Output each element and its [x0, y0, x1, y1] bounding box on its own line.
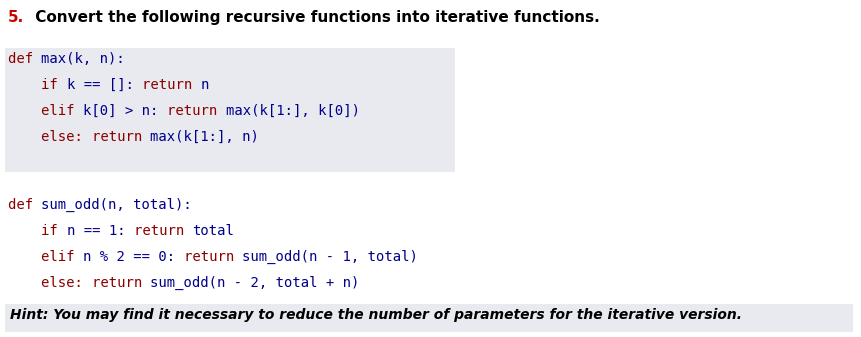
FancyBboxPatch shape: [5, 48, 455, 172]
Text: elif: elif: [41, 104, 84, 118]
Text: return: return: [92, 130, 151, 144]
Text: k[0] > n:: k[0] > n:: [84, 104, 167, 118]
Text: sum_odd(n, total):: sum_odd(n, total):: [41, 198, 192, 212]
Text: def: def: [8, 52, 41, 66]
Text: return: return: [92, 276, 151, 290]
Text: 5.: 5.: [8, 10, 24, 25]
Text: sum_odd(n - 1, total): sum_odd(n - 1, total): [243, 250, 418, 264]
Text: total: total: [192, 224, 234, 238]
FancyBboxPatch shape: [5, 304, 853, 332]
Text: else:: else:: [41, 276, 92, 290]
Text: Convert the following recursive functions into iterative functions.: Convert the following recursive function…: [30, 10, 600, 25]
Text: return: return: [167, 104, 226, 118]
Text: return: return: [184, 250, 243, 264]
Text: else:: else:: [41, 130, 92, 144]
Text: sum_odd(n - 2, total + n): sum_odd(n - 2, total + n): [151, 276, 360, 290]
Text: return: return: [142, 78, 201, 92]
Text: if: if: [41, 224, 66, 238]
Text: elif: elif: [41, 250, 84, 264]
Text: Hint: You may find it necessary to reduce the number of parameters for the itera: Hint: You may find it necessary to reduc…: [10, 308, 742, 322]
Text: max(k[1:], n): max(k[1:], n): [151, 130, 259, 144]
Text: return: return: [133, 224, 192, 238]
Text: n % 2 == 0:: n % 2 == 0:: [84, 250, 184, 264]
Text: max(k[1:], k[0]): max(k[1:], k[0]): [226, 104, 360, 118]
Text: max(k, n):: max(k, n):: [41, 52, 125, 66]
Text: def: def: [8, 198, 41, 212]
Text: n: n: [201, 78, 209, 92]
Text: if: if: [41, 78, 66, 92]
Text: n == 1:: n == 1:: [66, 224, 133, 238]
Text: k == []:: k == []:: [66, 78, 142, 92]
